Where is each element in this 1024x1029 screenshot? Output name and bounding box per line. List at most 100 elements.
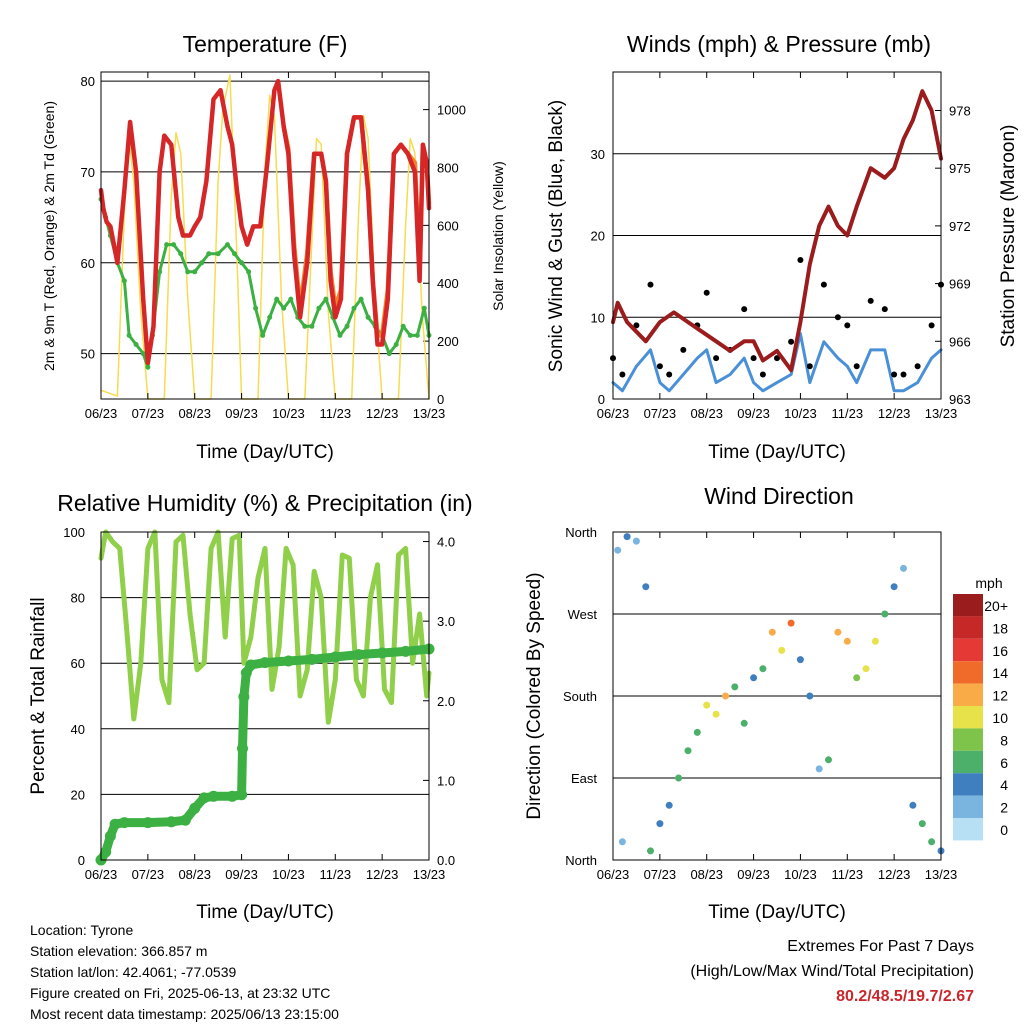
humidity-precip-point (100, 846, 112, 858)
direction-point (843, 637, 851, 645)
direction-point (890, 583, 898, 591)
direction-point (665, 801, 673, 809)
humidity-series-precip (96, 644, 434, 865)
winds-y2-tick-label: 969 (949, 277, 971, 292)
winds-y2-axis-label: Station Pressure (Maroon) (998, 125, 1019, 348)
winds-x-tick-label: 08/23 (690, 406, 723, 421)
direction-point (909, 801, 917, 809)
latlon-text: Station lat/lon: 42.4061; -77.0539 (30, 964, 237, 980)
humidity-precip-point (189, 802, 201, 814)
direction-point (684, 747, 692, 755)
temperature-dewpoint-point (192, 269, 198, 275)
winds-y2-tick-label: 966 (949, 334, 971, 349)
humidity-y-tick-label: 100 (63, 525, 85, 540)
humidity-plot-frame (100, 531, 430, 861)
direction-point (928, 838, 936, 846)
humidity-precip-point (306, 653, 318, 665)
direction-point (759, 665, 767, 673)
humidity-y-tick-label: 80 (71, 591, 85, 606)
humidity-precip-point (329, 651, 341, 663)
temperature-x-tick-label: 06/23 (85, 406, 118, 421)
humidity-x-tick-label: 12/23 (366, 867, 399, 882)
temperature-dewpoint-point (351, 305, 357, 311)
temperature-y-tick-label: 50 (81, 347, 95, 362)
winds-gust-point (656, 363, 663, 370)
winds-y2-tick-label: 978 (949, 103, 971, 118)
temperature-dewpoint-point (400, 323, 406, 329)
winds-x-tick-label: 12/23 (878, 406, 911, 421)
temperature-dewpoint-point (344, 323, 350, 329)
temperature-dewpoint-point (316, 305, 322, 311)
winds-y-tick-label: 0 (598, 392, 605, 407)
direction-x-axis-label: Time (Day/UTC) (708, 902, 846, 923)
legend-label: 16 (992, 643, 1008, 659)
winds-title: Winds (mph) & Pressure (mb) (627, 31, 931, 57)
winds-gust-point (844, 322, 851, 329)
humidity-precip-point (165, 816, 177, 828)
humidity-precip-point (245, 659, 257, 671)
legend-swatch (953, 616, 983, 639)
created-text: Figure created on Fri, 2025-06-13, at 23… (30, 985, 331, 1001)
humidity-title: Relative Humidity (%) & Precipitation (i… (57, 490, 472, 516)
direction-point (806, 692, 814, 700)
station-info: Location: Tyrone Station elevation: 366.… (30, 920, 339, 1025)
direction-point (815, 765, 823, 773)
legend-swatch (953, 728, 983, 751)
winds-y2-tick-label: 972 (949, 219, 971, 234)
legend-swatch (953, 706, 983, 729)
winds-gust-point (867, 297, 874, 304)
direction-point (740, 719, 748, 727)
direction-point (623, 533, 631, 541)
direction-point (862, 665, 870, 673)
temperature-x-tick-label: 11/23 (319, 406, 351, 421)
temperature-y-axis-label: 2m & 9m T (Red, Orange) & 2m Td (Green) (41, 101, 57, 371)
legend-label: 18 (992, 620, 1008, 636)
temperature-dewpoint-point (239, 260, 245, 266)
winds-x-tick-label: 11/23 (831, 406, 863, 421)
winds-x-tick-label: 07/23 (644, 406, 677, 421)
temperature-dewpoint-point (185, 269, 191, 275)
extremes-title: Extremes For Past 7 Days (787, 938, 974, 955)
legend-label: 8 (1000, 732, 1008, 748)
temperature-dewpoint-point (215, 251, 221, 257)
winds-x-tick-label: 06/23 (597, 406, 630, 421)
humidity-precip-point (179, 814, 191, 826)
humidity-precip-point (376, 647, 388, 659)
humidity-precip-point (236, 789, 248, 801)
direction-point (871, 637, 879, 645)
temperature-y2-axis-label: Solar Insolation (Yellow) (490, 161, 506, 311)
temperature-y2-tick-label: 0 (437, 392, 444, 407)
direction-point (632, 537, 640, 545)
humidity-x-tick-label: 06/23 (85, 867, 118, 882)
temperature-dewpoint-point (157, 269, 163, 275)
humidity-x-axis-label: Time (Day/UTC) (196, 902, 334, 923)
legend-label: 6 (1000, 755, 1008, 771)
temperature-dewpoint-point (178, 251, 184, 257)
temperature-dewpoint-point (337, 332, 343, 338)
direction-point (647, 847, 654, 855)
temperature-dewpoint-point (267, 314, 273, 320)
legend-label: 2 (1000, 800, 1008, 816)
direction-point (703, 701, 711, 709)
legend-swatch (953, 638, 983, 662)
temperature-dewpoint-point (253, 305, 259, 311)
direction-y-axis-label: Direction (Colored By Speed) (524, 572, 545, 819)
humidity-precip-point (353, 649, 365, 661)
extremes-subtitle: (High/Low/Max Wind/Total Precipitation) (690, 963, 974, 980)
temperature-y-tick-label: 80 (81, 74, 95, 89)
legend-swatch (953, 773, 983, 796)
direction-point (796, 656, 804, 664)
temperature-y-tick-label: 60 (81, 256, 95, 271)
winds-gust-point (820, 281, 827, 288)
direction-y-tick-label: South (563, 689, 597, 704)
direction-title: Wind Direction (704, 483, 854, 509)
elevation-text: Station elevation: 366.857 m (30, 943, 208, 959)
direction-point (900, 564, 907, 572)
temperature-x-tick-label: 10/23 (272, 406, 305, 421)
direction-x-tick-label: 13/23 (925, 867, 958, 882)
extremes-values: 80.2/48.5/19.7/2.67 (836, 988, 974, 1005)
direction-point (618, 838, 626, 846)
direction-point (675, 774, 683, 782)
temperature-y-tick-label: 70 (81, 165, 95, 180)
direction-point (881, 610, 889, 618)
